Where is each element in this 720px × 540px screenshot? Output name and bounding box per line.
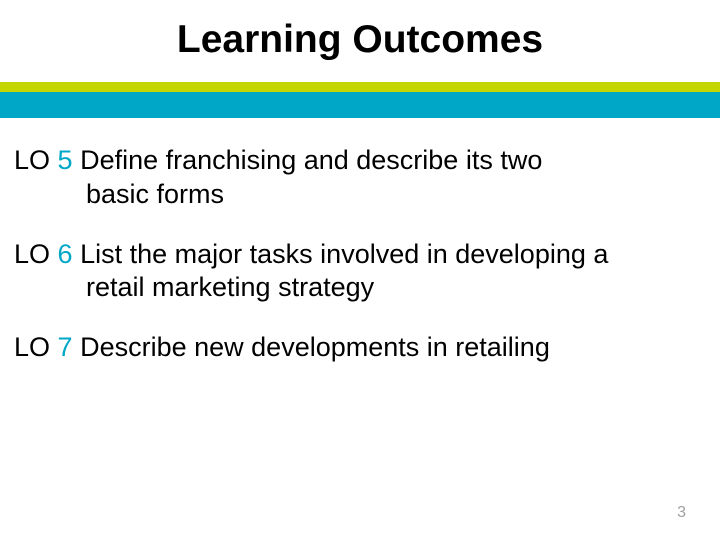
outcome-item: LO 5 Define franchising and describe its… [14,144,706,212]
lo-label: LO 7 [14,332,80,362]
content-area: LO 5 Define franchising and describe its… [0,118,720,365]
lo-number: 5 [58,145,73,175]
lo-text-first: List the major tasks involved in develop… [80,239,608,269]
lo-text-first: Define franchising and describe its two [80,145,542,175]
lo-label: LO 5 [14,145,80,175]
lo-text-rest: retail marketing strategy [14,271,706,305]
divider-bottom [0,92,720,118]
lo-number: 6 [58,239,73,269]
lo-label: LO 6 [14,239,80,269]
slide-title: Learning Outcomes [0,0,720,82]
divider-band [0,82,720,118]
page-number: 3 [677,504,686,522]
lo-prefix: LO [14,332,50,362]
lo-prefix: LO [14,239,50,269]
lo-text-rest: basic forms [14,178,706,212]
outcome-item: LO 7 Describe new developments in retail… [14,331,706,365]
lo-text-first: Describe new developments in retailing [80,332,550,362]
lo-number: 7 [58,332,73,362]
lo-prefix: LO [14,145,50,175]
outcome-item: LO 6 List the major tasks involved in de… [14,238,706,306]
divider-top [0,82,720,92]
